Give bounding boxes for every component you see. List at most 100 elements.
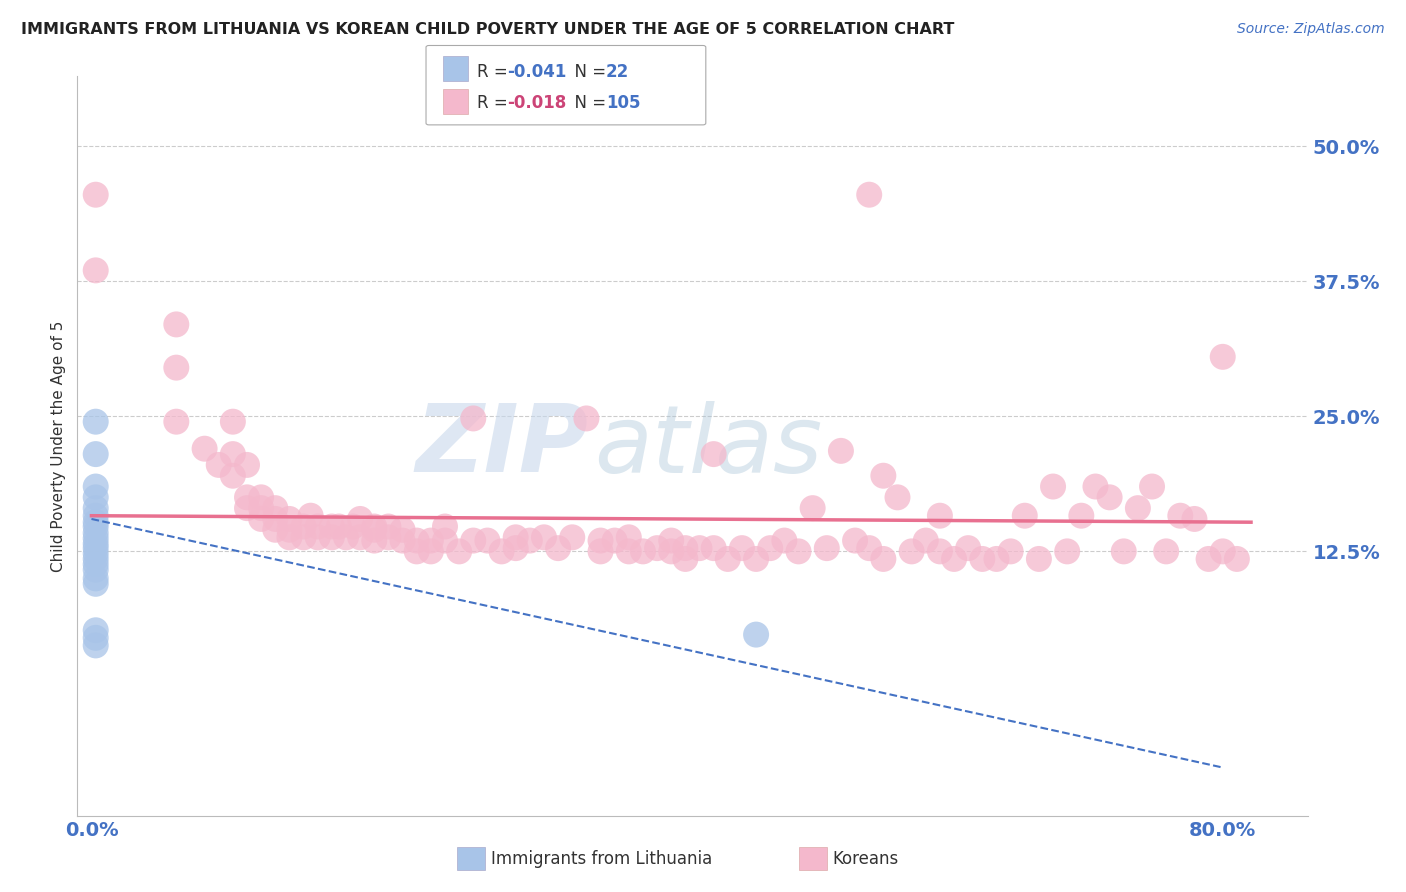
Point [264,512,287,526]
Point [84,571,107,585]
Point [603,533,626,548]
Point [405,533,427,548]
Point [165,360,187,375]
Point [84,526,107,541]
Point [745,627,768,641]
Point [1198,552,1220,566]
Point [943,552,966,566]
Point [463,533,485,548]
Point [972,552,994,566]
Text: -0.018: -0.018 [508,94,567,112]
Point [278,512,301,526]
Point [463,411,485,425]
Text: R =: R = [477,94,513,112]
Text: 105: 105 [606,94,641,112]
Point [84,631,107,645]
Text: N =: N = [564,63,612,81]
Point [547,541,569,556]
Point [208,458,231,472]
Point [745,552,768,566]
Point [377,519,399,533]
Point [505,541,527,556]
Point [342,519,364,533]
Point [1226,552,1249,566]
Point [292,530,315,544]
Point [617,530,640,544]
Point [986,552,1008,566]
Point [84,515,107,529]
Point [321,530,343,544]
Text: N =: N = [564,94,612,112]
Point [731,541,754,556]
Point [703,541,725,556]
Point [84,479,107,493]
Point [1000,544,1022,558]
Point [84,501,107,516]
Point [801,501,824,516]
Point [631,544,654,558]
Point [645,541,668,556]
Point [1084,479,1107,493]
Point [236,458,259,472]
Point [1212,544,1234,558]
Point [391,533,413,548]
Point [1042,479,1064,493]
Point [391,523,413,537]
Point [264,523,287,537]
Point [589,533,612,548]
Point [858,187,880,202]
Point [1184,512,1206,526]
Point [194,442,217,456]
Point [321,519,343,533]
Point [84,563,107,577]
Text: Immigrants from Lithuania: Immigrants from Lithuania [491,850,711,868]
Point [84,187,107,202]
Text: -0.041: -0.041 [508,63,567,81]
Point [1126,501,1149,516]
Text: Source: ZipAtlas.com: Source: ZipAtlas.com [1237,22,1385,37]
Point [759,541,782,556]
Point [1028,552,1050,566]
Point [405,544,427,558]
Text: atlas: atlas [595,401,823,491]
Point [84,552,107,566]
Point [1014,508,1036,523]
Point [717,552,740,566]
Point [872,552,894,566]
Point [1112,544,1135,558]
Point [830,443,852,458]
Point [335,530,357,544]
Point [299,508,322,523]
Point [165,415,187,429]
Point [491,544,513,558]
Point [250,512,273,526]
Point [815,541,838,556]
Y-axis label: Child Poverty Under the Age of 5: Child Poverty Under the Age of 5 [51,320,66,572]
Point [222,415,245,429]
Point [84,519,107,533]
Point [222,468,245,483]
Point [377,530,399,544]
Point [278,530,301,544]
Point [250,491,273,505]
Point [617,544,640,558]
Point [1212,350,1234,364]
Point [1056,544,1078,558]
Point [773,533,796,548]
Text: IMMIGRANTS FROM LITHUANIA VS KOREAN CHILD POVERTY UNDER THE AGE OF 5 CORRELATION: IMMIGRANTS FROM LITHUANIA VS KOREAN CHIL… [21,22,955,37]
Point [264,501,287,516]
Text: Koreans: Koreans [832,850,898,868]
Point [278,523,301,537]
Point [957,541,980,556]
Point [589,544,612,558]
Point [900,544,922,558]
Point [575,411,598,425]
Point [363,519,385,533]
Point [787,544,810,558]
Point [519,533,541,548]
Point [673,541,696,556]
Point [307,519,329,533]
Point [433,519,456,533]
Point [929,544,952,558]
Point [1098,491,1121,505]
